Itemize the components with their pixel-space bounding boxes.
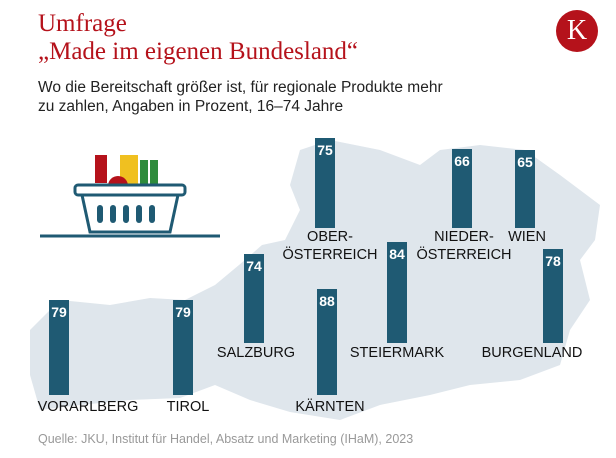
value-label: 65 bbox=[517, 154, 533, 170]
category-label: WIEN bbox=[508, 229, 546, 245]
logo: K bbox=[556, 10, 598, 52]
category-label: NIEDER- ÖSTERREICH bbox=[416, 229, 512, 263]
basket-icon bbox=[40, 155, 220, 238]
bar bbox=[387, 242, 407, 343]
value-label: 75 bbox=[317, 142, 333, 158]
value-label: 88 bbox=[319, 293, 335, 310]
source: Quelle: JKU, Institut für Handel, Absatz… bbox=[38, 432, 414, 446]
title-line-2: „Made im eigenen Bundesland“ bbox=[38, 38, 359, 65]
category-label: STEIERMARK bbox=[349, 345, 445, 361]
bar bbox=[317, 289, 337, 395]
bar bbox=[452, 148, 472, 228]
category-label: VORARLBERG bbox=[37, 399, 139, 415]
category-label: BURGENLAND bbox=[481, 345, 583, 361]
value-label: 79 bbox=[175, 304, 191, 321]
bar bbox=[244, 254, 264, 343]
bar bbox=[173, 300, 193, 395]
bar bbox=[315, 138, 335, 228]
category-label: TIROL bbox=[166, 399, 210, 415]
value-label: 78 bbox=[545, 253, 561, 270]
value-label: 84 bbox=[389, 246, 405, 263]
value-label: 66 bbox=[454, 152, 470, 169]
value-label: 79 bbox=[51, 304, 67, 321]
bar bbox=[543, 249, 563, 343]
category-label: KÄRNTEN bbox=[295, 399, 365, 415]
bar bbox=[49, 300, 69, 395]
category-label: OBER- ÖSTERREICH bbox=[282, 229, 378, 263]
value-label: 74 bbox=[246, 258, 262, 275]
bar bbox=[515, 150, 535, 228]
title: Umfrage bbox=[38, 10, 127, 37]
subtitle: Wo die Bereitschaft größer ist, für regi… bbox=[38, 79, 443, 115]
category-label: SALZBURG bbox=[216, 345, 296, 361]
